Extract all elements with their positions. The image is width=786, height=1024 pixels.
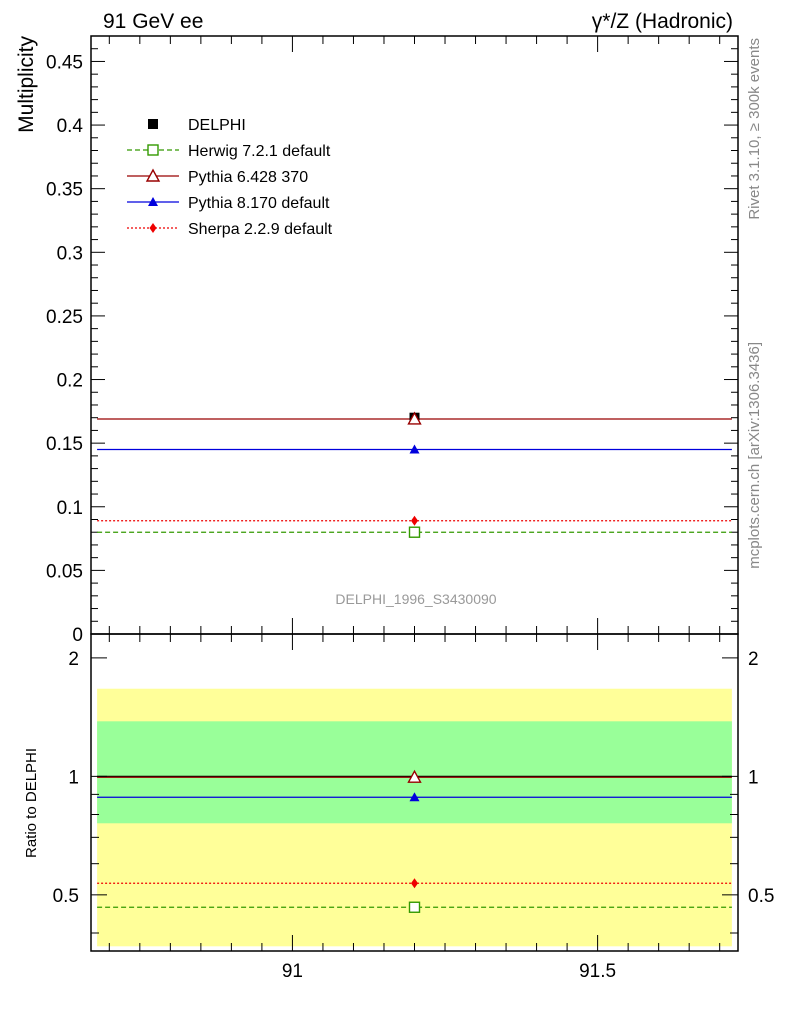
ratio-ytick-label-right: 1 (748, 767, 759, 788)
main-ytick-label: 0.15 (46, 434, 83, 455)
ratio-ytick-label-left: 2 (68, 649, 79, 670)
ratio-x-axis: 91 91.5 (108, 634, 721, 982)
legend-marker-pythia8 (148, 197, 158, 206)
ratio-ytick-label-right: 2 (748, 649, 759, 670)
ratio-pythia6-marker (407, 769, 422, 783)
main-ytick-label: 0.3 (57, 243, 83, 264)
pythia8-marker (409, 444, 420, 454)
rivet-version-label: Rivet 3.1.10, ≥ 300k events (746, 38, 763, 220)
pythia6-marker (407, 411, 422, 425)
header-left-label: 91 GeV ee (103, 10, 203, 33)
legend: DELPHI Herwig 7.2.1 default Pythia 6.428 3… (127, 117, 333, 238)
main-ylabel: Multiplicity (15, 36, 38, 133)
main-ytick-label: 0.45 (46, 52, 83, 73)
main-ytick-label: 0.1 (57, 498, 83, 519)
main-ytick-label: 0.25 (46, 307, 83, 328)
mcplots-reference-label: mcplots.cern.ch [arXiv:1306.3436] (746, 342, 763, 569)
header-right-label: γ*/Z (Hadronic) (592, 10, 733, 33)
main-panel: 0 0.05 0.1 0.15 0.2 0.25 0.3 0.35 0.4 0.45 DELPHI… (46, 35, 739, 646)
ratio-ytick-label-left: 0.5 (53, 886, 79, 907)
ratio-pythia8-marker (409, 792, 420, 802)
sherpa-marker (411, 515, 418, 526)
main-y-axis: 0 0.05 0.1 0.15 0.2 0.25 0.3 0.35 0.4 0.45 (46, 48, 738, 646)
main-x-axis-ticks (108, 36, 721, 634)
main-ytick-label: 0.05 (46, 561, 83, 582)
ratio-ytick-label-left: 1 (68, 767, 79, 788)
main-ytick-label: 0.35 (46, 180, 83, 201)
ratio-y-axis: 0.5 0.5 1 1 2 2 (53, 649, 774, 934)
herwig-marker (408, 526, 421, 538)
ratio-xtick-label: 91 (282, 961, 303, 982)
main-series-group (97, 411, 732, 538)
ratio-sherpa-marker (411, 878, 418, 889)
legend-label-pythia8: Pythia 8.170 default (188, 195, 330, 212)
ratio-ytick-label-right: 0.5 (748, 886, 774, 907)
legend-marker-sherpa (149, 223, 157, 233)
ratio-xtick-label: 91.5 (579, 961, 616, 982)
ratio-series-group (97, 769, 732, 913)
ratio-herwig-marker (408, 901, 421, 913)
ratio-panel: 0.5 0.5 1 1 2 2 91 91.5 (53, 633, 774, 982)
analysis-id-label: DELPHI_1996_S3430090 (335, 591, 496, 607)
main-ytick-label: 0.2 (57, 371, 83, 392)
legend-label-delphi: DELPHI (188, 117, 246, 134)
main-ytick-label: 0 (72, 625, 83, 646)
legend-marker-delphi (148, 119, 158, 129)
legend-marker-pythia6 (145, 168, 161, 182)
legend-marker-herwig (147, 144, 159, 156)
ratio-ylabel: Ratio to DELPHI (23, 748, 40, 858)
legend-label-sherpa: Sherpa 2.2.9 default (188, 221, 333, 238)
legend-label-herwig: Herwig 7.2.1 default (188, 143, 331, 160)
main-ytick-label: 0.4 (57, 116, 84, 137)
legend-label-pythia6: Pythia 6.428 370 (188, 169, 308, 186)
